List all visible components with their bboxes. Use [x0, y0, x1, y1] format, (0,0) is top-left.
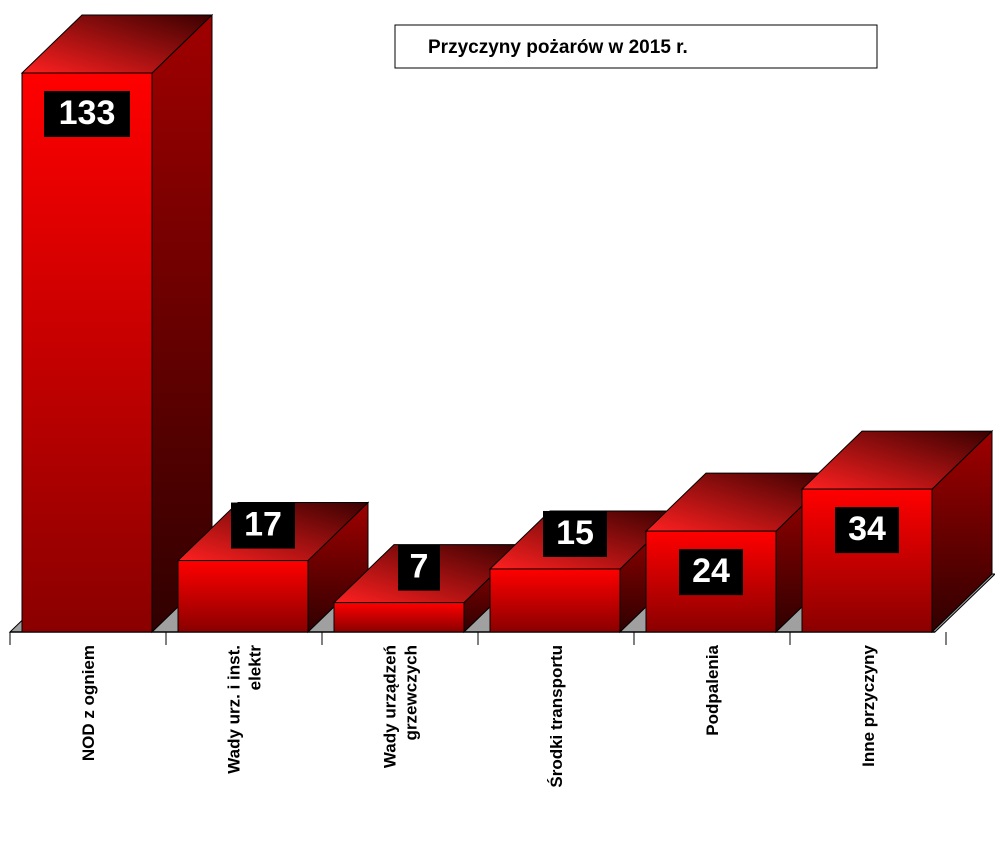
title-box [394, 24, 878, 69]
x-tick-label: Inne przyczyny [859, 644, 878, 766]
value-label-box [398, 544, 440, 591]
x-tick-label: Podpalenia [703, 644, 722, 735]
value-label: 7 [410, 548, 429, 586]
bar-front [21, 72, 153, 633]
value-label: 17 [244, 506, 282, 544]
value-label-box [543, 510, 607, 557]
x-tick-label: Wady urz. i inst. elektr [225, 645, 265, 774]
x-tick-label: Środki transportu [547, 645, 566, 788]
bar-front [177, 560, 309, 633]
bar-front [489, 568, 621, 633]
value-label-box [835, 507, 899, 554]
bar-front [333, 602, 465, 633]
value-label-box [44, 91, 130, 137]
x-tick-label: Wady urządzeń grzewczych [381, 645, 421, 768]
value-label: 133 [59, 94, 116, 132]
chart-title: Przyczyny pożarów w 2015 r. [428, 37, 688, 58]
x-tick-label: NOD z ogniem [79, 645, 98, 761]
value-label: 24 [692, 552, 730, 590]
value-label-box [679, 549, 743, 596]
value-label: 34 [848, 510, 886, 548]
value-label-box [231, 502, 295, 549]
bar [20, 13, 214, 634]
value-label: 15 [556, 514, 594, 552]
